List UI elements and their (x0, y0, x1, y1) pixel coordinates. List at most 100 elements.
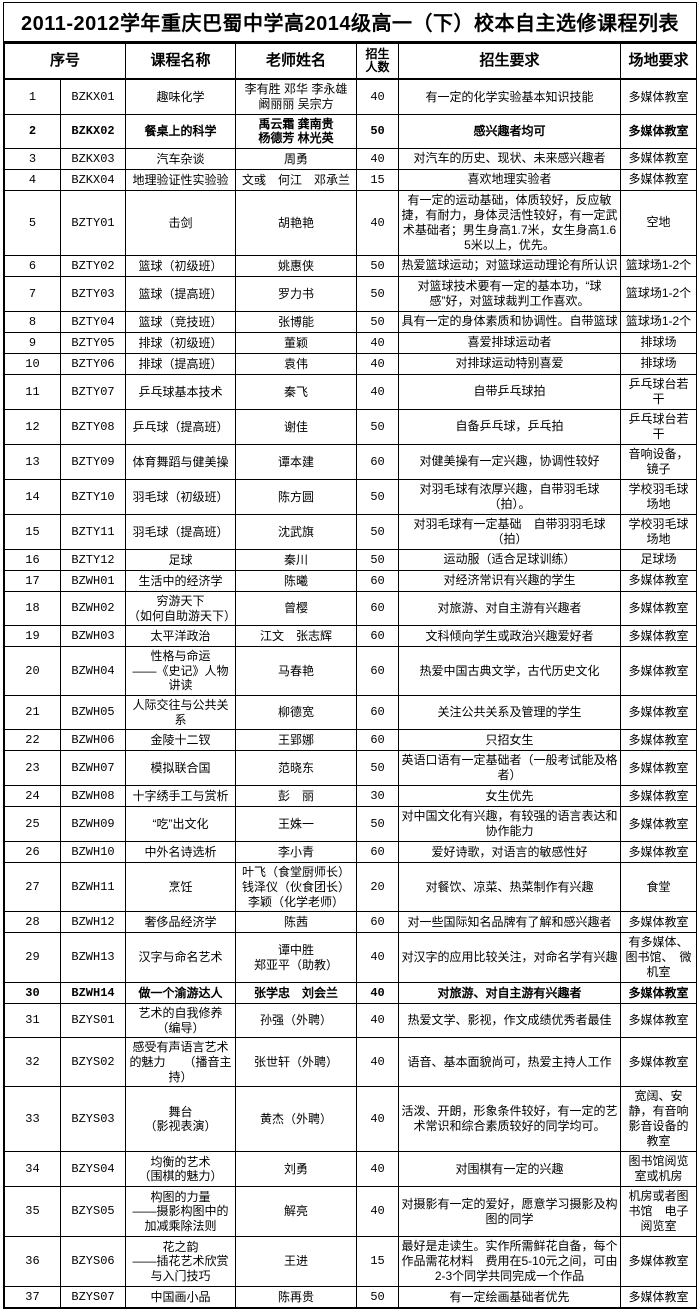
cell-requirement: 具有一定的身体素质和协调性。自带篮球 (398, 310, 622, 333)
cell-course-name: 乒乓球（提高班） (125, 408, 237, 445)
cell-requirement: 活泼、开朗，形象条件较好，有一定的艺术常识和综合素质较好的同学均可。 (398, 1086, 622, 1153)
cell-course-code: BZTY02 (59, 254, 127, 277)
column-header-seq: 序号 (3, 43, 127, 81)
cell-seq: 12 (4, 408, 61, 445)
cell-course-code: BZWH07 (59, 750, 127, 787)
cell-teacher-name: 禹云霜 龚南贵 杨德芳 林光英 (235, 113, 358, 149)
cell-requirement: 热爱中国古典文学，古代历史文化 (398, 646, 622, 696)
cell-course-code: BZYS05 (59, 1186, 127, 1238)
cell-requirement: 只招女生 (398, 729, 622, 752)
cell-teacher-name: 叶飞（食堂厨师长） 钱泽仪（伙食团长） 李颖（化学老师） (235, 862, 358, 913)
cell-course-code: BZKX02 (59, 113, 127, 149)
table-row: 5 BZTY01 击剑 胡艳艳 40 有一定的运动基础，体质较好，反应敏捷，有耐… (4, 189, 698, 256)
cell-enrollment-count: 60 (356, 625, 400, 648)
table-row: 11 BZTY07 乒乓球基本技术 秦飞 40 自带乒乓球拍 乒乓球台若干 (4, 373, 698, 410)
cell-teacher-name: 解亮 (235, 1186, 358, 1238)
cell-seq: 32 (4, 1037, 61, 1088)
cell-course-name: 羽毛球（提高班） (125, 513, 237, 550)
cell-enrollment-count: 60 (356, 694, 400, 731)
cell-course-code: BZTY07 (59, 373, 127, 410)
cell-seq: 21 (4, 694, 61, 731)
cell-course-code: BZWH03 (59, 625, 127, 648)
cell-requirement: 热爱文学、影视，作文成绩优秀者最佳 (398, 1003, 622, 1039)
cell-seq: 37 (4, 1286, 61, 1309)
cell-venue: 篮球场1-2个 (620, 254, 698, 277)
cell-enrollment-count: 50 (356, 113, 400, 149)
cell-course-name: 构图的力量 ——摄影构图中的加减乘除法则 (125, 1186, 237, 1238)
cell-enrollment-count: 20 (356, 862, 400, 913)
cell-course-name: 击剑 (125, 189, 237, 256)
cell-enrollment-count: 40 (356, 982, 400, 1005)
table-row: 31 BZYS01 艺术的自我修养 （编导） 孙强（外聘） 40 热爱文学、影视… (4, 1003, 698, 1039)
cell-seq: 27 (4, 862, 61, 913)
cell-seq: 9 (4, 331, 61, 354)
cell-teacher-name: 马春艳 (235, 646, 358, 696)
cell-seq: 24 (4, 785, 61, 808)
cell-seq: 34 (4, 1151, 61, 1188)
cell-venue: 宽阔、安静，有音响影音设备的教室 (620, 1086, 698, 1153)
cell-requirement: 对旅游、对自主游有兴趣者 (398, 590, 622, 627)
cell-enrollment-count: 60 (356, 841, 400, 864)
cell-enrollment-count: 40 (356, 352, 400, 375)
cell-enrollment-count: 60 (356, 569, 400, 592)
cell-enrollment-count: 40 (356, 78, 400, 115)
table-row: 34 BZYS04 均衡的艺术 （围棋的魅力） 刘勇 40 对围棋有一定的兴趣 … (4, 1151, 698, 1188)
cell-teacher-name: 张博能 (235, 310, 358, 333)
table-row: 36 BZYS06 花之韵 ——插花艺术欣赏与入门技巧 王进 15 最好是走读生… (4, 1236, 698, 1288)
table-row: 6 BZTY02 篮球（初级班） 姚惠侠 50 热爱篮球运动；对篮球运动理论有所… (4, 254, 698, 277)
cell-venue: 多媒体教室 (620, 168, 698, 191)
cell-requirement: 对排球运动特别喜爱 (398, 352, 622, 375)
cell-course-code: BZWH02 (59, 590, 127, 627)
cell-course-code: BZKX04 (59, 168, 127, 191)
table-row: 21 BZWH05 人际交往与公共关系 柳德宽 60 关注公共关系及管理的学生 … (4, 694, 698, 731)
cell-course-name: 舞台 （影视表演） (125, 1086, 237, 1153)
cell-venue: 足球场 (620, 548, 698, 571)
cell-requirement: 对汉字的应用比较关注，对命名学有兴趣 (398, 932, 622, 984)
table-row: 33 BZYS03 舞台 （影视表演） 黄杰（外聘） 40 活泼、开朗，形象条件… (4, 1086, 698, 1153)
cell-teacher-name: 张学忠 刘会兰 (235, 982, 358, 1005)
cell-venue: 多媒体教室 (620, 78, 698, 115)
cell-seq: 28 (4, 911, 61, 934)
cell-venue: 多媒体教室 (620, 147, 698, 170)
cell-teacher-name: 李小青 (235, 841, 358, 864)
cell-enrollment-count: 50 (356, 275, 400, 312)
cell-seq: 10 (4, 352, 61, 375)
cell-venue: 排球场 (620, 352, 698, 375)
cell-teacher-name: 周勇 (235, 147, 358, 170)
cell-seq: 29 (4, 932, 61, 984)
cell-venue: 多媒体教室 (620, 750, 698, 787)
cell-requirement: 语音、基本面貌尚可，热爱主持人工作 (398, 1037, 622, 1088)
cell-enrollment-count: 40 (356, 932, 400, 984)
cell-venue: 多媒体教室 (620, 911, 698, 934)
cell-course-code: BZTY05 (59, 331, 127, 354)
cell-requirement: 对餐饮、凉菜、热菜制作有兴趣 (398, 862, 622, 913)
cell-course-code: BZWH14 (59, 982, 127, 1005)
cell-course-code: BZTY09 (59, 443, 127, 480)
cell-seq: 22 (4, 729, 61, 752)
cell-requirement: 对汽车的历史、现状、未来感兴趣者 (398, 147, 622, 170)
cell-requirement: 有一定的运动基础，体质较好，反应敏捷，有耐力，身体灵活性较好，有一定武术基础者；… (398, 189, 622, 256)
cell-venue: 乒乓球台若干 (620, 408, 698, 445)
cell-seq: 16 (4, 548, 61, 571)
cell-venue: 多媒体教室 (620, 982, 698, 1005)
cell-enrollment-count: 40 (356, 331, 400, 354)
cell-requirement: 最好是走读生。实作所需鲜花自备，每个作品需花材料 费用在5-10元之间，可由2-… (398, 1236, 622, 1288)
table-row: 9 BZTY05 排球（初级班） 董颖 40 喜爱排球运动者 排球场 (4, 331, 698, 354)
cell-venue: 多媒体教室 (620, 646, 698, 696)
table-row: 23 BZWH07 模拟联合国 范晓东 50 英语口语有一定基础者（一般考试能及… (4, 750, 698, 787)
cell-course-name: 排球（初级班） (125, 331, 237, 354)
cell-requirement: 喜欢地理实验者 (398, 168, 622, 191)
cell-requirement: 热爱篮球运动；对篮球运动理论有所认识 (398, 254, 622, 277)
course-table: 序号 课程名称 老师姓名 招生 人数 招生要求 场地要求 1 BZKX01 趣味… (3, 43, 698, 1309)
cell-requirement: 自带乒乓球拍 (398, 373, 622, 410)
cell-course-name: 艺术的自我修养 （编导） (125, 1003, 237, 1039)
cell-requirement: 运动服（适合足球训练） (398, 548, 622, 571)
cell-seq: 14 (4, 478, 61, 515)
cell-course-code: BZWH08 (59, 785, 127, 808)
cell-teacher-name: 彭 丽 (235, 785, 358, 808)
cell-venue: 多媒体教室 (620, 841, 698, 864)
cell-course-name: 穷游天下 （如何自助游天下） (125, 590, 237, 627)
cell-venue: 音响设备，镜子 (620, 443, 698, 480)
cell-course-code: BZTY04 (59, 310, 127, 333)
table-row: 24 BZWH08 十字绣手工与赏析 彭 丽 30 女生优先 多媒体教室 (4, 785, 698, 808)
